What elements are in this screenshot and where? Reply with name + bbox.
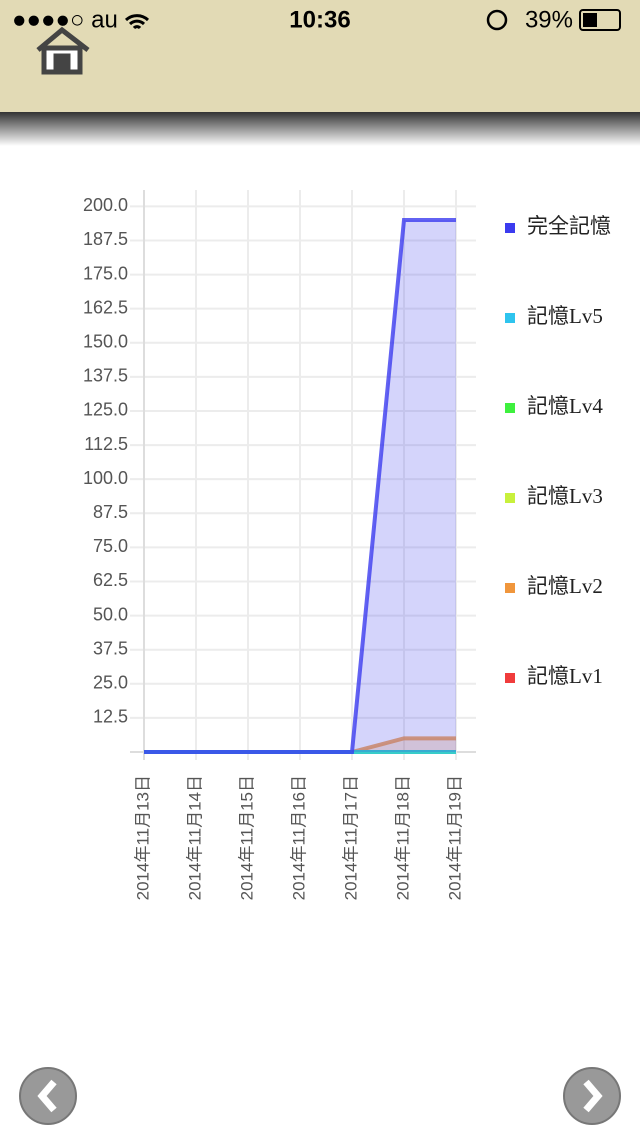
next-circle	[563, 1067, 621, 1125]
lock-icon	[486, 9, 508, 31]
home-button[interactable]	[36, 26, 90, 75]
legend-label: 記憶Lv5	[527, 304, 603, 328]
legend-swatch	[505, 223, 515, 233]
x-tick-label: 2014年11月17日	[341, 775, 360, 900]
legend-swatch	[505, 313, 515, 323]
y-tick-label: 25.0	[93, 673, 128, 693]
legend-label: 完全記憶	[527, 214, 611, 238]
battery-icon	[579, 9, 621, 31]
y-tick-label: 137.5	[83, 366, 128, 386]
home-door	[53, 53, 71, 75]
series-area	[144, 738, 456, 752]
battery-level	[583, 13, 597, 27]
y-tick-label: 62.5	[93, 570, 128, 590]
x-tick-label: 2014年11月16日	[289, 775, 308, 900]
x-tick-label: 2014年11月13日	[133, 775, 152, 900]
legend-swatch	[505, 403, 515, 413]
y-tick-label: 112.5	[84, 434, 128, 454]
x-tick-label: 2014年11月19日	[445, 775, 464, 900]
legend-label: 記憶Lv4	[527, 394, 603, 418]
legend-label: 記憶Lv1	[527, 664, 603, 688]
series-line	[144, 218, 456, 754]
next-arrow	[583, 1079, 603, 1113]
legend-swatch	[505, 673, 515, 683]
y-tick-label: 12.5	[93, 707, 128, 727]
prev-circle	[19, 1067, 77, 1125]
y-tick-label: 37.5	[93, 638, 128, 658]
x-tick-label: 2014年11月14日	[185, 775, 204, 900]
legend-swatch	[505, 583, 515, 593]
header-bar	[0, 0, 640, 112]
legend-label: 記憶Lv3	[527, 484, 603, 508]
y-tick-label: 100.0	[83, 468, 128, 488]
x-tick-label: 2014年11月15日	[237, 775, 256, 900]
chart: 12.5 25.0 37.5 50.0 62.5 75.0 87.5 100.0 112.5 12…	[83, 190, 611, 900]
y-tick-label: 50.0	[93, 604, 128, 624]
battery-text: 39%	[525, 6, 573, 33]
carrier: ●●●●○ au	[12, 6, 118, 33]
prev-button[interactable]	[19, 1067, 77, 1125]
wifi-icon	[124, 14, 150, 30]
y-tick-label: 162.5	[83, 297, 128, 317]
y-tick-label: 187.5	[83, 229, 128, 249]
legend-label: 記憶Lv2	[527, 574, 603, 598]
legend-swatch	[505, 493, 515, 503]
series-area	[144, 220, 456, 752]
y-tick-label: 200.0	[83, 195, 128, 215]
y-tick-label: 75.0	[93, 536, 128, 556]
y-tick-label: 150.0	[83, 332, 128, 352]
time: 10:36	[289, 6, 350, 33]
y-tick-label: 125.0	[83, 400, 128, 420]
next-button[interactable]	[563, 1067, 621, 1125]
y-tick-label: 87.5	[93, 502, 128, 522]
home-roof	[36, 26, 90, 52]
prev-arrow	[37, 1079, 57, 1113]
y-tick-label: 175.0	[83, 263, 128, 283]
header-shadow	[0, 112, 640, 146]
x-tick-label: 2014年11月18日	[393, 775, 412, 900]
